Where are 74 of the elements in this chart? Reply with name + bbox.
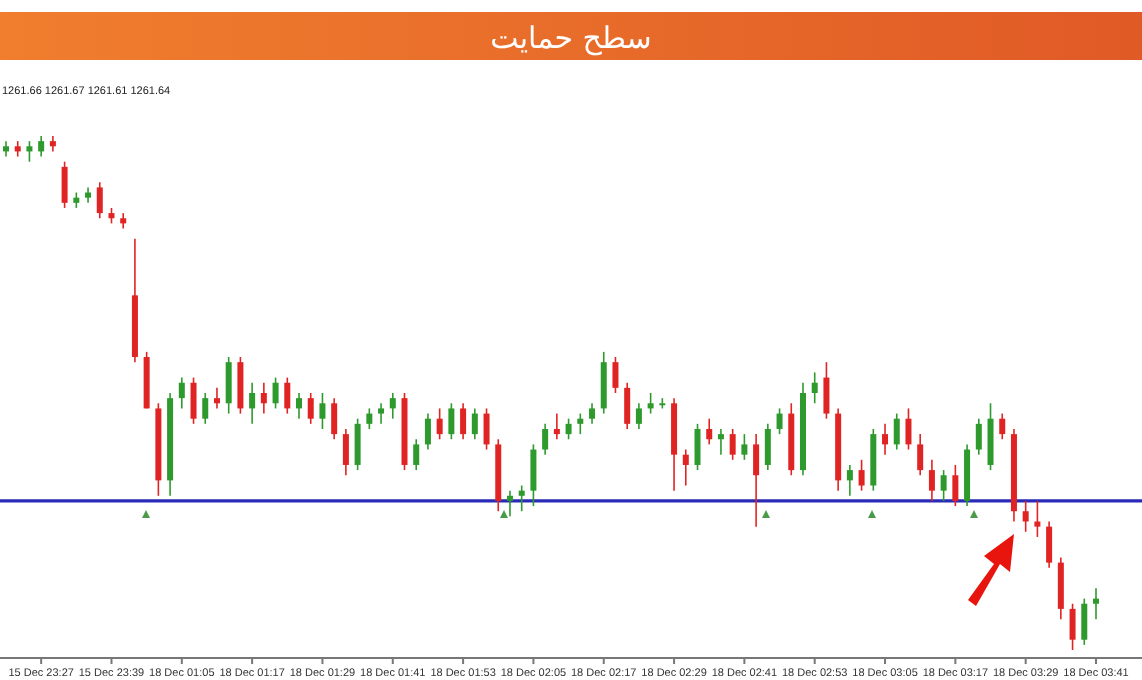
candlestick (61, 160, 68, 209)
candlestick (378, 402, 385, 425)
candlestick (178, 376, 185, 410)
candlestick (331, 397, 338, 441)
candlestick (1022, 500, 1029, 533)
candlestick (1081, 597, 1088, 646)
candlestick (448, 402, 455, 441)
candlestick (38, 135, 45, 158)
candlestick (893, 412, 900, 451)
candlestick (987, 402, 994, 471)
candlestick (917, 433, 924, 477)
candlestick (846, 464, 853, 497)
candlestick (518, 484, 525, 513)
candlestick (823, 361, 830, 420)
candlestick (96, 181, 103, 220)
candlestick (741, 433, 748, 461)
candlestick (342, 428, 349, 477)
candlestick (589, 402, 596, 425)
candlestick (975, 417, 982, 456)
candlestick (296, 392, 303, 420)
candlestick (190, 376, 197, 425)
candlestick (530, 443, 537, 507)
candlestick (506, 489, 513, 518)
candlestick (612, 356, 619, 394)
candlestick (202, 392, 209, 425)
candlestick (389, 392, 396, 420)
candlestick (882, 423, 889, 456)
candlestick (1057, 556, 1064, 620)
candlestick (460, 402, 467, 441)
candlestick (542, 423, 549, 456)
candlestick (717, 428, 724, 456)
candlestick (682, 448, 689, 487)
candlestick (319, 392, 326, 430)
candlestick (553, 412, 560, 441)
candlestick (999, 412, 1006, 441)
candlestick (706, 417, 713, 446)
candlestick (729, 428, 736, 461)
candlestick (764, 423, 771, 471)
candlestick (647, 392, 654, 415)
candlestick (471, 407, 478, 441)
candlestick (249, 381, 256, 425)
candlestick (1046, 520, 1053, 569)
candlestick (225, 356, 232, 415)
candlestick (565, 417, 572, 441)
candlestick (624, 381, 631, 430)
candlestick (940, 469, 947, 502)
candlestick (354, 417, 361, 471)
candlestick (237, 356, 244, 415)
candlestick (811, 371, 818, 405)
candlestick (213, 387, 220, 410)
candlestick (260, 381, 267, 415)
candlestick (1069, 602, 1076, 651)
candlestick (776, 407, 783, 435)
candlestick (928, 459, 935, 502)
candlestick (284, 376, 291, 415)
candlestick (272, 376, 279, 410)
candlestick (413, 438, 420, 471)
candlestick (26, 140, 33, 163)
candlestick (577, 412, 584, 435)
candlestick (694, 423, 701, 471)
candlestick (753, 433, 760, 528)
candlestick (952, 464, 959, 507)
candlestick (635, 402, 642, 430)
candlestick (436, 407, 443, 441)
candlestick (1034, 500, 1041, 538)
candlestick (858, 459, 865, 492)
candlestick (307, 392, 314, 425)
chart-title: سطح حمایت (490, 20, 652, 56)
candlestick (483, 407, 490, 451)
candlestick (366, 407, 373, 430)
candlestick (600, 351, 607, 415)
candlestick (424, 412, 431, 451)
candlestick (1093, 587, 1099, 620)
candlestick (905, 407, 912, 451)
